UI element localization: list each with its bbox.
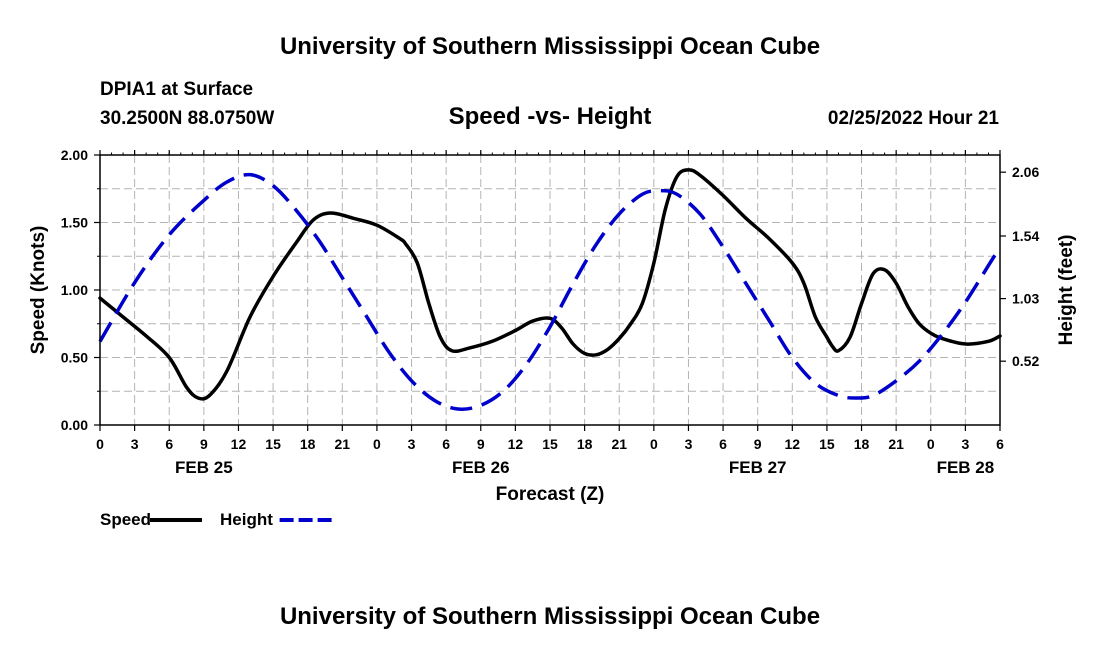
x-tick-label: 3: [685, 436, 693, 452]
x-date-label: FEB 28: [937, 458, 995, 477]
plot-title: Speed -vs- Height: [449, 103, 652, 130]
x-tick-label: 3: [408, 436, 416, 452]
x-tick-label: 21: [335, 436, 351, 452]
y-left-tick-label: 2.00: [61, 147, 88, 163]
station-label: DPIA1 at Surface: [100, 79, 253, 100]
x-date-label: FEB 27: [729, 458, 787, 477]
x-tick-label: 15: [819, 436, 835, 452]
forecast-datetime: 02/25/2022 Hour 21: [828, 108, 1000, 129]
y-right-tick-label: 0.52: [1012, 353, 1039, 369]
x-axis-title: Forecast (Z): [496, 484, 605, 505]
x-tick-label: 9: [200, 436, 208, 452]
y-left-tick-label: 0.00: [61, 417, 88, 433]
y-left-tick-label: 0.50: [61, 350, 88, 366]
x-tick-label: 18: [300, 436, 316, 452]
x-tick-label: 6: [442, 436, 450, 452]
y-left-tick-label: 1.00: [61, 282, 88, 298]
x-tick-label: 9: [477, 436, 485, 452]
axes: 0 3 6 9 12 15 18 21 0 3 6 9 12 15 18 21 0 3 6 9 12 15 18 21 0 3 6 0…: [61, 147, 1040, 477]
series-layer: [98, 168, 1002, 411]
x-tick-label: 18: [854, 436, 870, 452]
y-right-tick-label: 2.06: [1012, 164, 1039, 180]
x-tick-label: 6: [719, 436, 727, 452]
legend-label-height: Height: [220, 510, 273, 529]
x-date-label: FEB 25: [175, 458, 233, 477]
y-axis-right-title: Height (feet): [1056, 235, 1077, 346]
grid: [100, 155, 1000, 425]
x-tick-label: 0: [373, 436, 381, 452]
legend: Speed Height: [100, 510, 332, 529]
x-tick-label: 9: [754, 436, 762, 452]
top-title: University of Southern Mississippi Ocean…: [280, 33, 820, 60]
legend-label-speed: Speed: [100, 510, 151, 529]
x-tick-label: 12: [508, 436, 524, 452]
station-coords: 30.2500N 88.0750W: [100, 108, 274, 129]
x-tick-label: 12: [231, 436, 247, 452]
x-tick-label: 15: [265, 436, 281, 452]
series-line-height: [98, 172, 1002, 411]
x-tick-label: 0: [650, 436, 658, 452]
x-tick-label: 15: [542, 436, 558, 452]
y-right-tick-label: 1.54: [1012, 228, 1039, 244]
x-tick-label: 0: [927, 436, 935, 452]
x-tick-label: 21: [888, 436, 904, 452]
x-tick-label: 3: [131, 436, 139, 452]
y-axis-left-title: Speed (Knots): [28, 226, 49, 355]
x-date-label: FEB 26: [452, 458, 510, 477]
x-tick-label: 18: [577, 436, 593, 452]
series-line-speed: [98, 168, 1002, 401]
x-tick-label: 3: [961, 436, 969, 452]
bottom-title: University of Southern Mississippi Ocean…: [280, 603, 820, 630]
x-tick-label: 6: [165, 436, 173, 452]
y-left-tick-label: 1.50: [61, 215, 88, 231]
x-tick-label: 12: [785, 436, 801, 452]
x-tick-label: 21: [611, 436, 627, 452]
x-tick-label: 0: [96, 436, 104, 452]
y-right-tick-label: 1.03: [1012, 291, 1039, 307]
x-tick-label: 6: [996, 436, 1004, 452]
